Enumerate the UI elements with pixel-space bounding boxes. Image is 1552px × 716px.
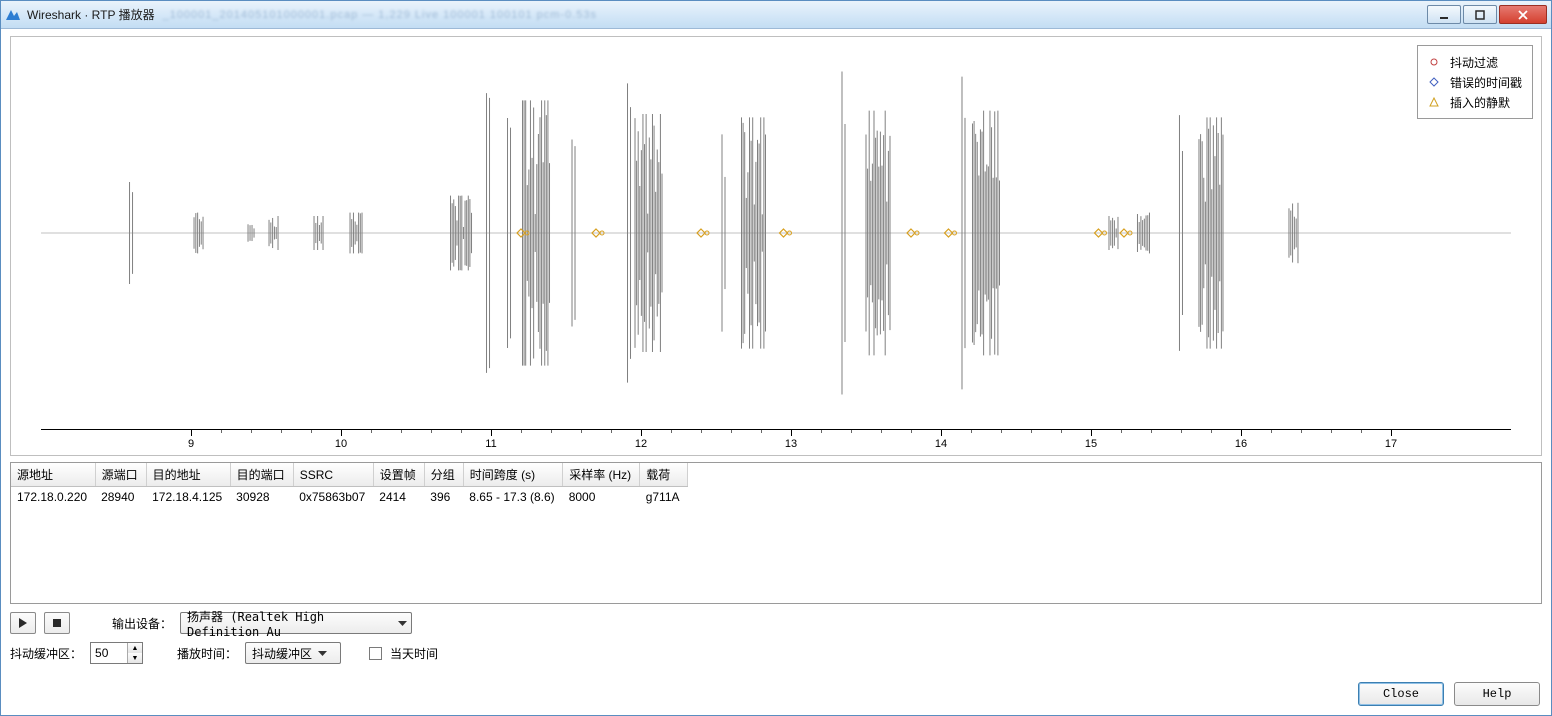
output-device-value: 扬声器 (Realtek High Definition Au	[187, 608, 392, 639]
legend-item: 抖动过滤	[1428, 52, 1522, 72]
column-header[interactable]: SSRC	[293, 463, 373, 487]
column-header[interactable]: 源端口	[95, 463, 146, 487]
dialog-content: 91011121314151617 抖动过滤 错误的时间戳 插入的静默 源地址源…	[0, 28, 1552, 716]
legend-label: 抖动过滤	[1450, 54, 1498, 71]
column-header[interactable]: 分组	[424, 463, 463, 487]
column-header[interactable]: 源地址	[11, 463, 95, 487]
chevron-down-icon	[318, 646, 327, 660]
legend-label: 错误的时间戳	[1450, 74, 1522, 91]
column-header[interactable]: 目的地址	[146, 463, 230, 487]
legend-marker-icon	[1428, 76, 1440, 88]
wireshark-icon	[5, 7, 21, 23]
playtime-label: 播放时间：	[177, 645, 237, 662]
jitter-label: 抖动缓冲区：	[10, 645, 82, 662]
legend-item: 插入的静默	[1428, 92, 1522, 112]
spin-down-icon[interactable]: ▼	[128, 653, 142, 663]
window-title: Wireshark · RTP 播放器	[27, 6, 155, 23]
table: 源地址源端口目的地址目的端口SSRC设置帧分组时间跨度 (s)采样率 (Hz)载…	[11, 463, 688, 507]
window-buttons	[1425, 5, 1547, 24]
close-window-button[interactable]	[1499, 5, 1547, 24]
x-axis: 91011121314151617	[41, 429, 1511, 457]
close-button[interactable]: Close	[1358, 682, 1444, 706]
minimize-button[interactable]	[1427, 5, 1461, 24]
maximize-button[interactable]	[1463, 5, 1497, 24]
column-header[interactable]: 采样率 (Hz)	[563, 463, 640, 487]
streams-table[interactable]: 源地址源端口目的地址目的端口SSRC设置帧分组时间跨度 (s)采样率 (Hz)载…	[10, 462, 1542, 604]
legend-item: 错误的时间戳	[1428, 72, 1522, 92]
today-checkbox[interactable]	[369, 647, 382, 660]
column-header[interactable]: 目的端口	[230, 463, 293, 487]
jitter-input[interactable]	[91, 643, 127, 663]
column-header[interactable]: 载荷	[640, 463, 688, 487]
column-header[interactable]: 设置帧	[373, 463, 424, 487]
play-button[interactable]	[10, 612, 36, 634]
stop-button[interactable]	[44, 612, 70, 634]
playback-controls: 输出设备： 扬声器 (Realtek High Definition Au	[10, 612, 1542, 634]
playtime-combo[interactable]: 抖动缓冲区	[245, 642, 341, 664]
dialog-buttons: Close Help	[1358, 682, 1540, 706]
chevron-down-icon	[398, 616, 407, 630]
output-device-label: 输出设备：	[112, 615, 172, 632]
help-button[interactable]: Help	[1454, 682, 1540, 706]
spin-arrows[interactable]: ▲ ▼	[127, 643, 142, 663]
playtime-value: 抖动缓冲区	[252, 645, 312, 662]
titlebar: Wireshark · RTP 播放器 _100001_201405101000…	[1, 1, 1551, 29]
legend-marker-icon	[1428, 56, 1440, 68]
window-subtitle-blurred: _100001_201405101000001.pcap — 1,229 Liv…	[163, 9, 597, 21]
legend: 抖动过滤 错误的时间戳 插入的静默	[1417, 45, 1533, 119]
output-device-combo[interactable]: 扬声器 (Realtek High Definition Au	[180, 612, 412, 634]
table-row[interactable]: 172.18.0.22028940172.18.4.125309280x7586…	[11, 487, 688, 508]
waveform-chart[interactable]: 91011121314151617 抖动过滤 错误的时间戳 插入的静默	[10, 36, 1542, 456]
spin-up-icon[interactable]: ▲	[128, 643, 142, 653]
legend-marker-icon	[1428, 96, 1440, 108]
column-header[interactable]: 时间跨度 (s)	[463, 463, 562, 487]
jitter-spinbox[interactable]: ▲ ▼	[90, 642, 143, 664]
waveform-canvas	[11, 37, 1541, 429]
today-label: 当天时间	[390, 645, 438, 662]
playback-options: 抖动缓冲区： ▲ ▼ 播放时间： 抖动缓冲区 当天时间	[10, 642, 1542, 664]
legend-label: 插入的静默	[1450, 94, 1510, 111]
